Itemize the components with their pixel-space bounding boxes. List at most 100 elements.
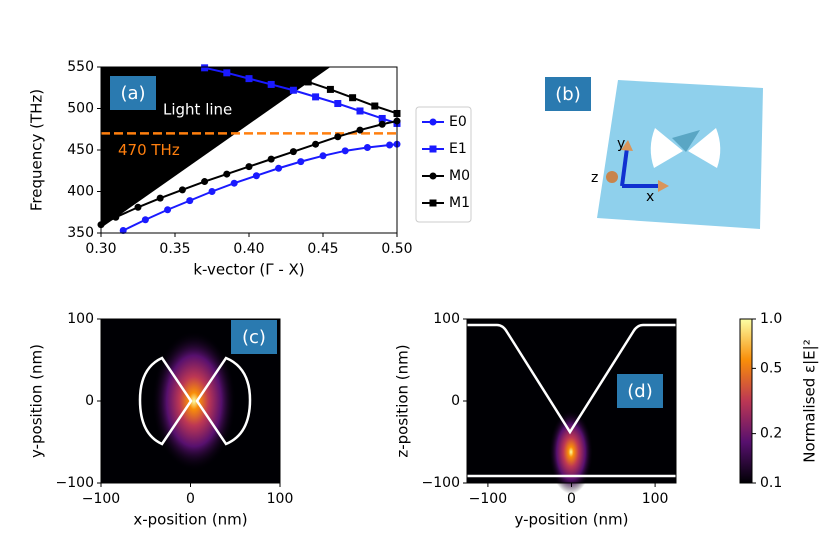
panel-tag: (a) (120, 83, 145, 104)
colorbar-tick-label: 1.0 (760, 311, 782, 327)
data-point (319, 152, 327, 160)
x-axis-label: y-position (nm) (514, 511, 628, 529)
colorbar-tick-label: 0.1 (760, 475, 782, 491)
data-point (334, 133, 342, 141)
axis-label: x (646, 189, 654, 205)
y-tick-label: 100 (67, 311, 94, 327)
axis-label: z (591, 170, 598, 186)
x-tick-label: 0.35 (159, 241, 190, 257)
axis-label: y (617, 136, 625, 152)
data-point (275, 164, 283, 172)
data-point (223, 170, 231, 178)
light-cone (101, 67, 331, 229)
data-point (371, 102, 379, 110)
data-point (356, 126, 364, 134)
arrow-head (621, 140, 669, 192)
y-axis-label: Frequency (THz) (28, 89, 46, 211)
light-line-label: Light line (163, 101, 232, 119)
y-axis-label: z-position (nm) (394, 344, 412, 457)
y-arrow (620, 147, 629, 187)
y-tick-label: 100 (433, 311, 460, 327)
data-point (230, 179, 238, 187)
y-tick-label: 450 (67, 142, 94, 158)
x-tick-label: 0 (186, 491, 195, 507)
data-point (208, 188, 216, 195)
y-axis-label: y-position (nm) (28, 344, 46, 458)
data-point (223, 69, 231, 77)
data-point (378, 120, 386, 128)
data-point (363, 144, 371, 152)
data-point (156, 194, 164, 202)
data-point (245, 163, 253, 171)
data-point (267, 155, 275, 163)
x-tick-label: 0.50 (381, 241, 412, 257)
y-tick-label: 0 (85, 393, 94, 409)
reference-label: 470 THz (118, 141, 180, 159)
y-tick-label: 0 (451, 393, 460, 409)
legend-marker (429, 145, 437, 153)
y-tick-label: 550 (67, 59, 94, 75)
colorbar-label: Normalised ε|E|² (801, 339, 819, 462)
legend-marker (429, 199, 437, 207)
panel-tag-box (545, 77, 591, 111)
x-axis-label: x-position (nm) (133, 511, 247, 529)
data-point (252, 172, 260, 180)
bowtie-hole (650, 128, 721, 168)
hole-wall (672, 130, 700, 152)
legend-label: E1 (449, 141, 467, 157)
legend-label: M0 (449, 168, 470, 184)
field-intensity (549, 410, 593, 494)
data-point (312, 140, 320, 148)
y-tick-label: −100 (422, 475, 460, 491)
data-point (289, 86, 297, 94)
x-tick-label: −100 (82, 491, 120, 507)
y-tick-label: 400 (67, 184, 94, 200)
panel-tag-box (231, 320, 277, 354)
data-point (297, 158, 305, 166)
data-point (304, 78, 312, 86)
legend-marker (429, 118, 437, 126)
x-tick-label: 0.45 (307, 241, 338, 257)
data-point (312, 93, 320, 101)
colorbar (739, 318, 753, 484)
x-tick-label: 100 (642, 491, 669, 507)
data-point (289, 148, 297, 156)
panel-tag: (b) (555, 84, 580, 105)
data-point (378, 114, 386, 122)
x-tick-label: 0.40 (233, 241, 264, 257)
x-tick-label: 100 (267, 491, 294, 507)
data-point (112, 213, 120, 221)
colorbar-tick-label: 0.2 (760, 426, 782, 442)
data-point (341, 147, 349, 155)
data-point (164, 206, 172, 214)
data-point (326, 85, 334, 93)
data-point (245, 75, 253, 83)
panel-tag: (c) (242, 327, 266, 348)
data-point (178, 186, 186, 194)
data-point (349, 94, 357, 102)
data-point (201, 64, 209, 72)
x-tick-label: 0 (567, 491, 576, 507)
panel-tag: (d) (627, 381, 652, 402)
colorbar-tick-label: 0.5 (760, 360, 782, 376)
data-point (119, 227, 127, 235)
data-point (201, 178, 209, 186)
x-axis-label: k-vector (Γ - X) (193, 261, 304, 279)
y-tick-label: −100 (56, 475, 94, 491)
structure-outline (138, 356, 252, 446)
structure-outline (467, 323, 676, 478)
x-tick-label: 0.30 (85, 241, 116, 257)
legend-label: E0 (449, 114, 467, 130)
panel-tag-box (110, 76, 156, 110)
legend-label: M1 (449, 195, 470, 211)
legend-marker (429, 172, 437, 180)
y-tick-label: 500 (67, 101, 94, 117)
illustration: y x z (591, 80, 763, 229)
field-intensity (152, 331, 236, 471)
data-point (267, 80, 275, 88)
membrane (597, 80, 763, 229)
data-point (386, 141, 394, 149)
data-point (356, 107, 364, 115)
y-tick-label: 350 (67, 225, 94, 241)
